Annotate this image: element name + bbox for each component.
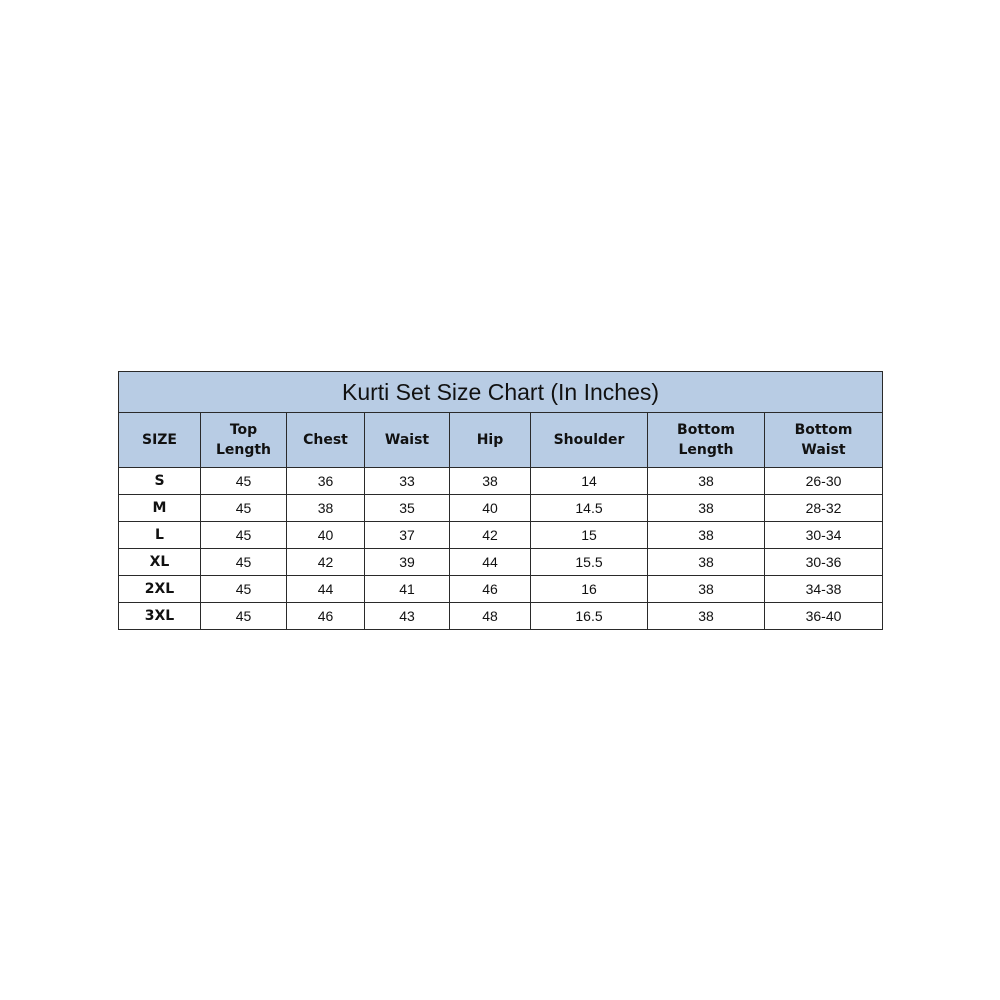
table-cell: 36 — [286, 467, 365, 495]
size-cell: L — [118, 521, 201, 549]
table-cell: 37 — [364, 521, 450, 549]
table-cell: 38 — [647, 521, 765, 549]
size-cell: XL — [118, 548, 201, 576]
table-cell: 48 — [449, 602, 531, 630]
column-header: Shoulder — [530, 412, 648, 468]
table-row: M 45 38 35 40 14.5 38 28-32 — [118, 494, 884, 522]
header-row: SIZE Top Length Chest Waist Hip Shoulder Bottom… — [118, 412, 884, 468]
table-cell: 38 — [449, 467, 531, 495]
table-cell: 35 — [364, 494, 450, 522]
table-cell: 38 — [647, 467, 765, 495]
table-cell: 42 — [286, 548, 365, 576]
size-cell: 3XL — [118, 602, 201, 630]
table-cell: 15 — [530, 521, 648, 549]
table-cell: 45 — [200, 494, 287, 522]
table-row: 3XL 45 46 43 48 16.5 38 36-40 — [118, 602, 884, 630]
size-cell: M — [118, 494, 201, 522]
table-cell: 38 — [647, 602, 765, 630]
table-cell: 40 — [449, 494, 531, 522]
column-header: SIZE — [118, 412, 201, 468]
column-header: Bottom Length — [647, 412, 765, 468]
table-cell: 44 — [286, 575, 365, 603]
table-cell: 16 — [530, 575, 648, 603]
table-cell: 45 — [200, 548, 287, 576]
table-cell: 26-30 — [763, 467, 884, 495]
size-chart-table: Kurti Set Size Chart (In Inches) SIZE Top… — [117, 371, 884, 630]
column-header: Bottom Waist — [763, 412, 884, 468]
table-cell: 38 — [286, 494, 365, 522]
column-header: Top Length — [200, 412, 287, 468]
table-cell: 36-40 — [763, 602, 884, 630]
table-cell: 39 — [364, 548, 450, 576]
table-cell: 38 — [647, 494, 765, 522]
column-header: Chest — [286, 412, 365, 468]
table-cell: 46 — [286, 602, 365, 630]
table-cell: 42 — [449, 521, 531, 549]
table-cell: 45 — [200, 575, 287, 603]
table-body: S 45 36 33 38 14 38 26-30 M 45 38 35 40 14.5 38 28-32 L 4… — [118, 467, 884, 630]
table-cell: 33 — [364, 467, 450, 495]
table-row: L 45 40 37 42 15 38 30-34 — [118, 521, 884, 549]
size-cell: S — [118, 467, 201, 495]
table-cell: 15.5 — [530, 548, 648, 576]
table-cell: 30-36 — [763, 548, 884, 576]
table-cell: 38 — [647, 548, 765, 576]
table-cell: 40 — [286, 521, 365, 549]
table-cell: 45 — [200, 602, 287, 630]
table-cell: 14 — [530, 467, 648, 495]
table-cell: 41 — [364, 575, 450, 603]
table-cell: 45 — [200, 467, 287, 495]
table-cell: 28-32 — [763, 494, 884, 522]
table-cell: 45 — [200, 521, 287, 549]
table-title: Kurti Set Size Chart (In Inches) — [117, 371, 884, 413]
table-cell: 43 — [364, 602, 450, 630]
table-row: XL 45 42 39 44 15.5 38 30-36 — [118, 548, 884, 576]
table-row: S 45 36 33 38 14 38 26-30 — [118, 467, 884, 495]
table-cell: 30-34 — [763, 521, 884, 549]
table-cell: 46 — [449, 575, 531, 603]
table-cell: 44 — [449, 548, 531, 576]
column-header: Hip — [449, 412, 531, 468]
column-header: Waist — [364, 412, 450, 468]
size-cell: 2XL — [118, 575, 201, 603]
table-row: 2XL 45 44 41 46 16 38 34-38 — [118, 575, 884, 603]
table-cell: 14.5 — [530, 494, 648, 522]
table-cell: 34-38 — [763, 575, 884, 603]
table-cell: 16.5 — [530, 602, 648, 630]
table-cell: 38 — [647, 575, 765, 603]
